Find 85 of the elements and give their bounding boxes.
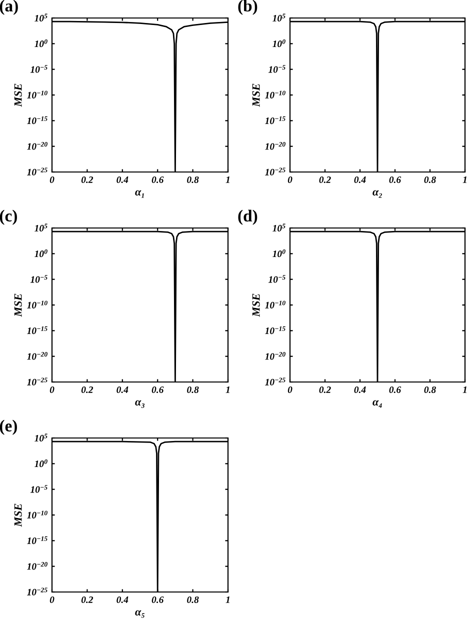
- y-tick-label: 10$^{−10}$: [27, 90, 48, 98]
- y-tick-label: 10$^{−25}$: [265, 378, 286, 386]
- x-tick-label: 0.4: [354, 386, 366, 394]
- x-axis-title: α₃: [135, 400, 144, 408]
- y-tick-label: 10$^{0}$: [272, 249, 286, 258]
- y-tick-label: 10$^{−25}$: [27, 168, 48, 176]
- y-tick-label: 10$^{−20}$: [265, 352, 286, 360]
- y-tick-label: 10$^{−10}$: [27, 300, 48, 308]
- y-tick-label: 10$^{0}$: [272, 39, 286, 48]
- y-tick-label: 10$^{−10}$: [265, 300, 286, 308]
- x-tick-label: 0.4: [116, 386, 128, 394]
- line-series: [52, 230, 228, 382]
- y-tick-label: 10$^{−5}$: [30, 275, 48, 283]
- x-tick-label: 0.8: [187, 176, 199, 184]
- y-tick-label: 10$^{5}$: [34, 434, 48, 442]
- x-tick-label: 0.6: [152, 176, 164, 184]
- y-tick-label: 10$^{5}$: [272, 224, 286, 232]
- x-tick-label: 1: [462, 176, 466, 183]
- x-tick-label: 0.2: [81, 596, 94, 604]
- y-axis-title: MSE: [252, 294, 260, 317]
- chart-title: (c): [0, 210, 17, 225]
- y-tick-label: 10$^{−5}$: [268, 275, 286, 283]
- y-tick-label: 10$^{−15}$: [27, 326, 48, 334]
- x-tick-label: 0: [50, 596, 54, 604]
- line-series: [290, 230, 465, 382]
- x-tick-label: 1: [462, 386, 466, 393]
- x-tick-label: 0.2: [319, 176, 331, 184]
- y-tick-label: 10$^{−20}$: [27, 562, 48, 570]
- y-tick-label: 10$^{0}$: [34, 249, 48, 258]
- y-tick-label: 10$^{−20}$: [27, 352, 48, 360]
- x-tick-label: 0: [50, 386, 54, 394]
- x-tick-label: 0.6: [152, 386, 164, 394]
- x-tick-label: 0.4: [116, 596, 128, 604]
- x-tick-label: 1: [226, 386, 230, 393]
- x-tick-label: 0.8: [187, 596, 199, 604]
- y-axis-title: MSE: [252, 84, 260, 107]
- x-axis-title: α₂: [372, 190, 382, 198]
- y-tick-label: 10$^{−15}$: [265, 326, 286, 334]
- y-tick-label: 10$^{0}$: [34, 459, 48, 468]
- x-tick-label: 1: [226, 596, 230, 603]
- x-tick-label: 0: [288, 386, 292, 394]
- x-tick-label: 0.8: [424, 386, 436, 394]
- x-axis-title: α₄: [372, 400, 382, 408]
- y-tick-label: 10$^{−15}$: [27, 116, 48, 124]
- y-tick-label: 10$^{−5}$: [268, 65, 286, 73]
- y-tick-label: 10$^{5}$: [34, 14, 48, 22]
- y-tick-label: 10$^{−10}$: [265, 90, 286, 98]
- y-tick-label: 10$^{−5}$: [30, 65, 48, 73]
- y-tick-label: 10$^{5}$: [34, 224, 48, 232]
- x-tick-label: 0: [288, 176, 292, 184]
- x-axis-title: α₅: [135, 610, 144, 618]
- y-tick-label: 10$^{−5}$: [30, 485, 48, 493]
- x-tick-label: 0.2: [319, 386, 331, 394]
- y-axis-title: MSE: [14, 504, 22, 527]
- chart-title: (a): [0, 0, 18, 15]
- y-axis-title: MSE: [14, 294, 22, 317]
- y-tick-label: 10$^{0}$: [34, 39, 48, 48]
- line-series: [290, 20, 465, 172]
- line-series: [52, 440, 228, 592]
- chart-title: (b): [238, 0, 258, 15]
- y-axis-title: MSE: [14, 84, 22, 107]
- y-tick-label: 10$^{−25}$: [27, 588, 48, 596]
- line-series: [52, 20, 228, 172]
- y-tick-label: 10$^{−15}$: [27, 536, 48, 544]
- x-tick-label: 0: [50, 176, 54, 184]
- x-tick-label: 0.4: [354, 176, 366, 184]
- x-axis-title: α₁: [135, 190, 144, 198]
- x-tick-label: 0.6: [152, 596, 164, 604]
- x-tick-label: 1: [226, 176, 230, 183]
- y-tick-label: 10$^{−15}$: [265, 116, 286, 124]
- y-tick-label: 10$^{5}$: [272, 14, 286, 22]
- x-tick-label: 0.8: [424, 176, 436, 184]
- y-tick-label: 10$^{−25}$: [27, 378, 48, 386]
- y-tick-label: 10$^{−20}$: [265, 142, 286, 150]
- y-tick-label: 10$^{−20}$: [27, 142, 48, 150]
- x-tick-label: 0.8: [187, 386, 199, 394]
- chart-title: (d): [238, 210, 258, 225]
- chart-title: (e): [0, 420, 17, 435]
- x-tick-label: 0.2: [81, 176, 94, 184]
- y-tick-label: 10$^{−10}$: [27, 510, 48, 518]
- x-tick-label: 0.6: [389, 386, 402, 394]
- x-tick-label: 0.2: [81, 386, 94, 394]
- x-tick-label: 0.4: [116, 176, 128, 184]
- x-tick-label: 0.6: [389, 176, 402, 184]
- y-tick-label: 10$^{−25}$: [265, 168, 286, 176]
